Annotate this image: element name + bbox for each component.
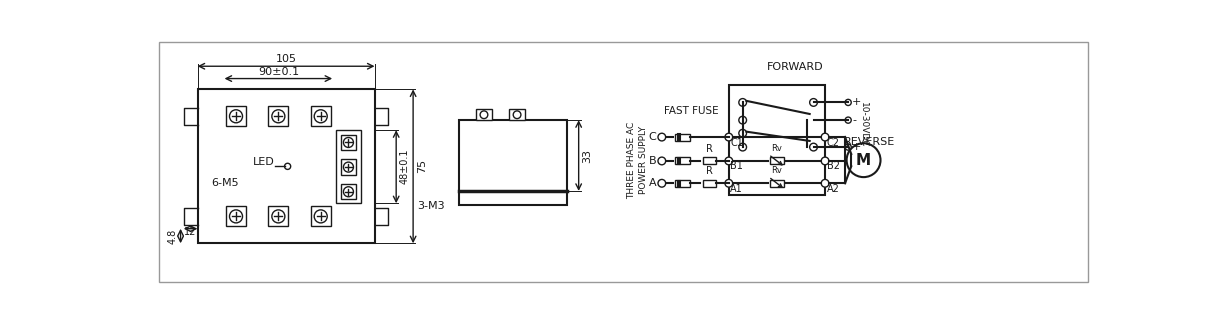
Circle shape: [725, 157, 733, 165]
Text: C1: C1: [730, 138, 744, 148]
Circle shape: [481, 111, 488, 118]
Text: B1: B1: [730, 161, 744, 171]
Text: R: R: [706, 144, 713, 154]
Circle shape: [658, 157, 666, 165]
Text: LED: LED: [253, 157, 275, 167]
Bar: [341, 160, 357, 175]
Circle shape: [821, 133, 829, 141]
Text: Rv: Rv: [772, 144, 783, 153]
Text: A2: A2: [826, 184, 840, 194]
Bar: [476, 109, 492, 120]
Text: 12: 12: [185, 227, 197, 237]
Text: 3-M3: 3-M3: [417, 202, 444, 212]
Bar: [770, 180, 784, 187]
Circle shape: [343, 187, 353, 197]
Bar: [729, 85, 825, 195]
Circle shape: [821, 179, 829, 187]
Circle shape: [271, 110, 285, 123]
Bar: [226, 106, 246, 126]
Circle shape: [271, 210, 285, 223]
Circle shape: [739, 99, 746, 106]
Circle shape: [343, 162, 353, 172]
Circle shape: [230, 110, 242, 123]
Circle shape: [725, 179, 733, 187]
Circle shape: [809, 143, 818, 151]
Text: M: M: [856, 153, 871, 168]
Bar: [197, 89, 375, 243]
Circle shape: [845, 117, 851, 123]
Circle shape: [847, 143, 881, 177]
Text: -: -: [852, 115, 856, 125]
Bar: [269, 106, 288, 126]
Circle shape: [809, 99, 818, 106]
Bar: [770, 158, 784, 164]
Circle shape: [314, 210, 327, 223]
Circle shape: [845, 144, 851, 150]
Bar: [675, 134, 690, 141]
Text: 105: 105: [275, 54, 297, 64]
Circle shape: [658, 133, 666, 141]
Text: THREE PHASE AC
POWER SUPPLY: THREE PHASE AC POWER SUPPLY: [628, 122, 649, 199]
Bar: [459, 120, 567, 205]
Bar: [341, 135, 357, 150]
Circle shape: [821, 157, 829, 165]
Circle shape: [314, 110, 327, 123]
Bar: [341, 184, 357, 199]
Circle shape: [343, 137, 353, 147]
Text: A1: A1: [730, 184, 744, 194]
Text: 75: 75: [417, 159, 427, 173]
Text: A: A: [649, 178, 656, 188]
Text: B2: B2: [826, 161, 840, 171]
Circle shape: [739, 143, 746, 151]
Circle shape: [739, 129, 746, 137]
Text: C: C: [649, 132, 656, 142]
Text: 10-30VDC: 10-30VDC: [859, 102, 868, 148]
Text: FAST FUSE: FAST FUSE: [664, 106, 719, 116]
Text: 33: 33: [583, 149, 593, 162]
Bar: [702, 180, 717, 187]
Bar: [510, 109, 525, 120]
Bar: [675, 180, 690, 187]
Circle shape: [230, 210, 242, 223]
Text: 6-M5: 6-M5: [212, 178, 239, 187]
Text: 90±0.1: 90±0.1: [258, 67, 299, 77]
Bar: [269, 206, 288, 226]
Circle shape: [658, 179, 666, 187]
Bar: [675, 158, 690, 164]
Text: REVERSE: REVERSE: [845, 137, 896, 147]
Text: 4.8: 4.8: [168, 229, 178, 244]
Text: R: R: [706, 166, 713, 176]
Circle shape: [845, 100, 851, 106]
Bar: [310, 206, 331, 226]
Text: +: +: [852, 98, 862, 108]
Text: C2: C2: [826, 138, 840, 148]
Circle shape: [739, 116, 746, 124]
Bar: [226, 206, 246, 226]
Text: B: B: [649, 156, 656, 166]
Bar: [310, 106, 331, 126]
Text: 48±0.1: 48±0.1: [399, 149, 409, 185]
Circle shape: [514, 111, 521, 118]
Text: Rv: Rv: [772, 166, 783, 175]
Circle shape: [285, 163, 291, 169]
Text: +: +: [852, 142, 862, 152]
Bar: [336, 130, 360, 203]
Text: FORWARD: FORWARD: [767, 62, 824, 72]
Circle shape: [725, 133, 733, 141]
Bar: [702, 158, 717, 164]
